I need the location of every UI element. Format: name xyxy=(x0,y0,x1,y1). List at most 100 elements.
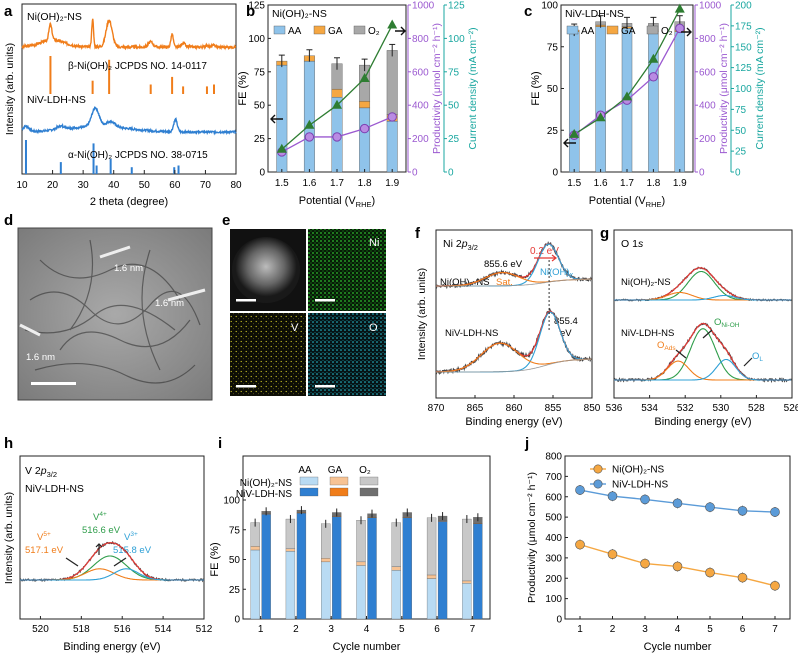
i-legend-col: O₂ xyxy=(359,465,371,476)
a-x-ticks: 10 20 30 40 50 60 70 80 xyxy=(16,170,242,191)
g-x-ticks: 536 534 532 530 528 526 xyxy=(606,395,798,414)
j-point xyxy=(575,539,585,550)
right-arrow-icon xyxy=(395,26,406,36)
y-tick-label: 125 xyxy=(248,1,265,12)
panel-d-tem-image: 1.6 nm 1.6 nm 1.6 nm xyxy=(17,227,213,401)
x-tick-label: 1.7 xyxy=(330,178,344,189)
bar-AA-1.6 xyxy=(303,60,315,173)
j-x-tick-label: 2 xyxy=(610,624,616,635)
panel-label-g: g xyxy=(600,225,609,242)
h-frame xyxy=(19,455,205,620)
d-scale-label-1: 1.6 nm xyxy=(114,263,143,274)
h-x-tick-label: 516 xyxy=(114,624,131,635)
g-curves xyxy=(613,266,792,384)
g-frame xyxy=(613,229,793,399)
e-ni-label: Ni xyxy=(369,237,379,249)
panel-b-fe-chart: 0 25 50 75 100 125 0 200 400 600 800 1000 0 25 50 75 100… xyxy=(237,1,479,210)
right-arrow-icon xyxy=(681,27,692,37)
x-tick-label: 1.8 xyxy=(646,178,660,189)
i-bar-Ni(OH)2-NS O2-3 xyxy=(321,523,331,559)
panel-g-o1s-xps: O 1s Ni(OH)₂-NS NiV-LDH-NS ONi-OH OAds O… xyxy=(606,229,798,428)
legend-label: AA xyxy=(581,26,595,37)
h-ann-v5: V5+ xyxy=(37,531,51,543)
g-ann-1: ONi-OH xyxy=(714,317,740,329)
x-tick-label: 1.5 xyxy=(567,178,581,189)
i-xlabel: Cycle number xyxy=(333,641,401,653)
j-point xyxy=(575,485,585,495)
y3-tick-label: 25 xyxy=(448,134,460,145)
i-bar-Ni(OH)2-NS GA-3 xyxy=(321,558,331,563)
i-bar-Ni(OH)2-NS O2-4 xyxy=(356,520,366,563)
f-xlabel: Binding energy (eV) xyxy=(465,416,562,428)
current-density-point xyxy=(569,128,580,138)
g-arrow-icon xyxy=(675,349,687,359)
f-x-ticks: 870 865 860 855 850 xyxy=(428,395,601,414)
a-x-tick-label: 50 xyxy=(139,180,151,191)
y2-tick-label: 800 xyxy=(412,34,429,45)
h-arrow-icon xyxy=(113,557,127,567)
f-x-tick-label: 865 xyxy=(467,403,484,414)
f-x-tick-label: 870 xyxy=(428,403,445,414)
h-x-tick-label: 520 xyxy=(32,624,49,635)
a-ref-lines-niv-ldh xyxy=(24,140,180,174)
y3-tick-label: 175 xyxy=(735,21,752,32)
y2-tick-label: 400 xyxy=(412,101,429,112)
j-legend-label: NiV-LDH-NS xyxy=(612,480,668,491)
j-y-tick-label: 600 xyxy=(545,492,562,503)
f-curve xyxy=(436,278,592,287)
y2-tick-label: 200 xyxy=(699,134,716,145)
j-x-tick-label: 4 xyxy=(675,624,681,635)
y3-tick-label: 50 xyxy=(735,126,747,137)
j-point xyxy=(770,507,780,517)
panel-c-ylabel: FE (%) xyxy=(530,71,542,105)
bar-GA-1.7 xyxy=(331,88,343,98)
i-y-tick-label: 0 xyxy=(234,615,240,626)
j-legend-marker xyxy=(593,479,603,489)
x-tick-label: 1.9 xyxy=(385,178,399,189)
g-arrow-icon xyxy=(702,329,713,339)
i-x-tick-label: 5 xyxy=(399,624,405,635)
g-x-tick-label: 526 xyxy=(784,403,798,414)
i-bar-NiV-LDH-NS AA-6 xyxy=(437,521,448,620)
i-bar-Ni(OH)2-NS AA-6 xyxy=(426,578,437,620)
g-ann-2: OAds xyxy=(657,340,676,352)
y-tick-label: 0 xyxy=(259,168,265,179)
a-label-niv-ldh: NiV-LDH-NS xyxy=(27,94,86,106)
i-bar-Ni(OH)2-NS AA-2 xyxy=(285,551,296,620)
i-legend-swatch xyxy=(299,476,319,486)
legend-label: AA xyxy=(288,26,302,37)
a-x-tick-label: 60 xyxy=(169,180,181,191)
legend-label: GA xyxy=(328,26,343,37)
j-y-tick-label: 100 xyxy=(545,594,562,605)
current-density-point xyxy=(304,119,315,129)
i-legend-col: GA xyxy=(328,465,343,476)
h-ann-v3-val: 515.8 eV xyxy=(113,545,152,556)
y-tick-label: 25 xyxy=(254,134,266,145)
panel-label-a: a xyxy=(4,3,13,20)
panel-b-xlabel: Potential (VRHE) xyxy=(299,195,375,209)
panel-label-c: c xyxy=(524,3,532,20)
i-legend-swatch xyxy=(329,487,349,497)
j-point xyxy=(705,502,715,512)
a-label-ni-oh2: Ni(OH)₂-NS xyxy=(27,11,82,23)
legend-swatch xyxy=(646,25,659,35)
g-label-niv: NiV-LDH-NS xyxy=(621,328,674,339)
a-curve-niv-ldh xyxy=(21,105,237,136)
y2-tick-label: 0 xyxy=(412,168,418,179)
current-density-point xyxy=(622,91,632,101)
a-x-tick-label: 30 xyxy=(78,180,90,191)
i-y-tick-label: 25 xyxy=(229,585,241,596)
bar-AA-1.8 xyxy=(359,107,371,173)
i-x-tick-label: 6 xyxy=(434,624,440,635)
i-bar-NiV-LDH-NS AA-2 xyxy=(296,512,307,620)
i-legend-col: AA xyxy=(298,465,312,476)
e-v-label: V xyxy=(291,322,299,334)
j-ylabel: Productivity (μmol cm⁻² h⁻¹) xyxy=(526,472,538,603)
current-density-point xyxy=(595,112,606,122)
j-point xyxy=(705,567,715,578)
panel-label-f: f xyxy=(415,225,421,242)
legend-swatch xyxy=(566,25,579,35)
i-bar-NiV-LDH-NS AA-5 xyxy=(402,517,412,620)
panel-i-cycle-fe: 0 25 50 75 100 1 2 3 4 5 6 7 AA GA O₂ Ni(OH)₂-NSNiV-LDH… xyxy=(209,455,491,653)
j-point xyxy=(770,580,780,591)
